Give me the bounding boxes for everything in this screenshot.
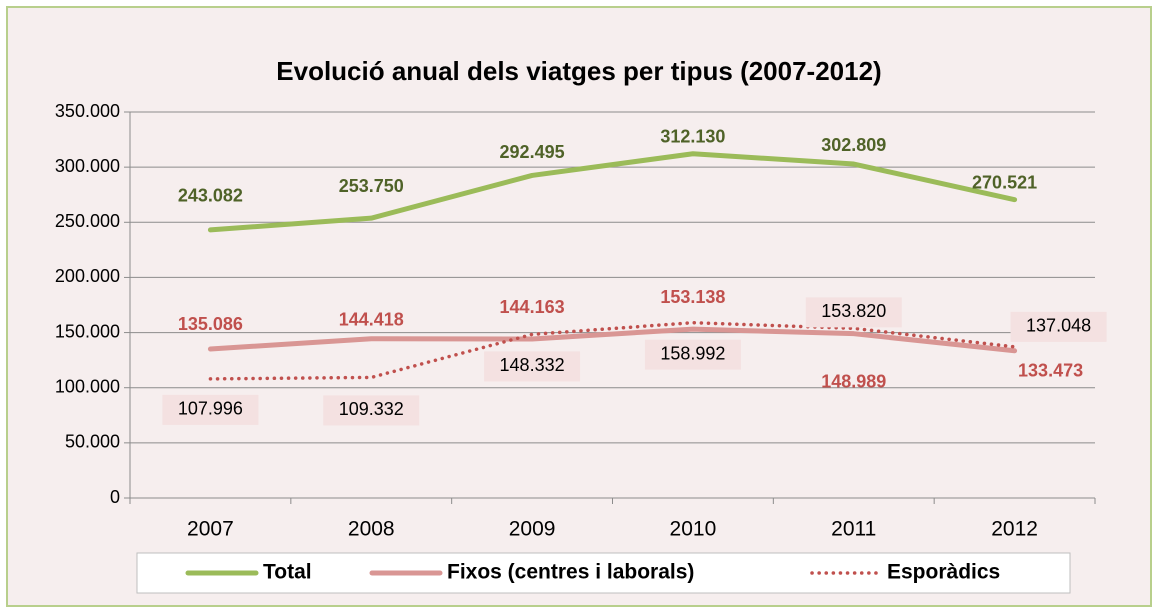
label-box — [805, 297, 902, 328]
label-box — [162, 394, 259, 425]
data-label: 312.130 — [660, 127, 725, 147]
x-tick-label: 2008 — [348, 518, 395, 541]
x-tick-label: 2010 — [670, 518, 717, 541]
legend-box — [136, 552, 1071, 594]
x-tick-label: 2007 — [187, 518, 234, 541]
data-label: 270.521 — [972, 172, 1037, 192]
y-tick-label: 50.000 — [65, 432, 120, 452]
legend-label: Total — [263, 561, 312, 584]
data-label: 144.418 — [339, 309, 404, 329]
chart-frame — [6, 6, 1152, 607]
y-tick-label: 300.000 — [55, 156, 120, 176]
label-box — [484, 351, 581, 382]
data-label: 109.332 — [339, 399, 404, 419]
y-tick-label: 250.000 — [55, 211, 120, 231]
data-label: 148.332 — [500, 355, 565, 375]
data-label: 135.086 — [178, 314, 243, 334]
data-label: 137.048 — [1026, 316, 1091, 336]
data-label: 148.989 — [821, 371, 886, 391]
label-box — [644, 339, 741, 370]
x-tick-label: 2011 — [831, 518, 876, 541]
series-line — [207, 151, 1018, 233]
y-tick-label: 350.000 — [55, 101, 120, 121]
x-tick-label: 2009 — [509, 518, 556, 541]
series-line — [207, 326, 1018, 354]
series-line — [208, 320, 1017, 381]
data-label: 158.992 — [660, 343, 725, 363]
legend-label: Esporàdics — [887, 561, 1000, 584]
chart-title: Evolució anual dels viatges per tipus (2… — [276, 56, 881, 86]
y-tick-label: 150.000 — [55, 321, 120, 341]
data-label: 107.996 — [178, 399, 243, 419]
y-tick-label: 100.000 — [55, 376, 120, 396]
data-label: 133.473 — [1018, 361, 1083, 381]
label-box — [1010, 311, 1107, 342]
data-label: 243.082 — [178, 186, 243, 206]
y-tick-label: 0 — [110, 487, 120, 507]
legend-label: Fixos (centres i laborals) — [447, 561, 694, 584]
data-label: 302.809 — [821, 135, 886, 155]
y-tick-label: 200.000 — [55, 266, 120, 286]
data-label: 153.138 — [660, 287, 725, 307]
x-tick-label: 2012 — [991, 518, 1038, 541]
data-label: 144.163 — [500, 297, 565, 317]
data-label: 253.750 — [339, 176, 404, 196]
data-label: 153.820 — [821, 301, 886, 321]
label-box — [323, 395, 420, 426]
data-label: 292.495 — [500, 142, 565, 162]
